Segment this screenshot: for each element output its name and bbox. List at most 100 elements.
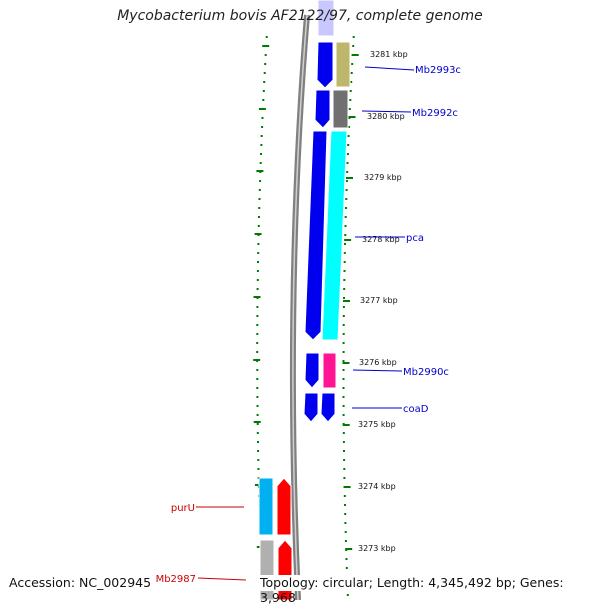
gene-label-mb2992c[interactable]: Mb2992c: [412, 108, 458, 119]
forward-cds-arrow[interactable]: [304, 352, 320, 389]
major-tick: [342, 362, 350, 364]
ring-dot: [342, 324, 345, 326]
forward-cds-arrow[interactable]: [314, 89, 331, 129]
forward-cds-arrow[interactable]: [320, 392, 336, 423]
ring-dot: [258, 189, 261, 191]
forward-cds-arrow[interactable]: [304, 130, 328, 341]
ring-dot: [342, 387, 345, 389]
ring-dot: [349, 99, 352, 101]
ring-dot: [259, 180, 262, 182]
ring-dash: [258, 108, 266, 110]
gene-leader-line: [364, 66, 415, 71]
ring-dot: [343, 288, 346, 290]
ring-dash: [254, 233, 262, 235]
ring-dot: [257, 261, 259, 263]
ring-dot: [256, 324, 259, 326]
tick-marks: [342, 54, 359, 550]
major-tick: [344, 239, 352, 241]
ring-dash: [253, 421, 261, 423]
ring-dot: [346, 171, 349, 173]
ring-dot: [350, 81, 353, 83]
ring-dot: [344, 504, 346, 506]
tick-label: 3279 kbp: [364, 173, 402, 182]
ring-dot: [342, 351, 345, 353]
ring-dot: [260, 135, 263, 137]
ring-dash: [254, 484, 262, 486]
gene-label-mb2993c[interactable]: Mb2993c: [415, 65, 461, 76]
ring-dot: [351, 63, 354, 65]
feature-track: [258, 0, 351, 600]
major-tick: [343, 486, 351, 488]
genome-backbone-highlight: [292, 14, 308, 600]
ring-dot: [347, 135, 350, 137]
map-title: Mycobacterium bovis AF2122/97, complete …: [117, 8, 483, 24]
ring-dot: [348, 108, 351, 110]
major-tick: [351, 54, 359, 56]
ring-dot: [343, 495, 346, 497]
gene-label-coad[interactable]: coaD: [403, 404, 429, 415]
major-tick: [348, 116, 356, 118]
ring-dot: [348, 126, 350, 128]
ring-dot: [258, 207, 261, 209]
gene-leader-line: [361, 110, 412, 113]
ring-dash: [262, 45, 270, 47]
ring-dot: [344, 522, 347, 524]
ring-dot: [256, 369, 259, 371]
ring-dot: [262, 90, 265, 92]
ring-dot: [349, 90, 352, 92]
ring-dot: [342, 414, 345, 416]
gene-label-mb2987[interactable]: Mb2987: [156, 574, 196, 585]
gene-label-pca[interactable]: pca: [406, 233, 424, 244]
ring-dot: [342, 315, 345, 317]
ring-dot: [345, 558, 348, 560]
ring-dot: [352, 36, 355, 38]
major-tick: [343, 300, 350, 302]
tick-label: 3274 kbp: [358, 482, 396, 491]
ring-dot: [346, 594, 349, 596]
ring-dot: [342, 432, 345, 434]
gene-label-mb2990c[interactable]: Mb2990c: [403, 367, 449, 378]
gene-label-puru[interactable]: purU: [171, 503, 195, 514]
tick-label: 3276 kbp: [359, 358, 397, 367]
ring-dot: [256, 270, 259, 272]
ring-dot: [343, 297, 345, 299]
ring-dot: [343, 477, 346, 479]
ring-dot: [345, 207, 347, 209]
ring-dot: [342, 306, 345, 308]
ring-dash: [253, 296, 261, 298]
ring-dot: [257, 225, 260, 227]
tick-label: 3278 kbp: [362, 235, 400, 244]
ring-dash: [253, 359, 261, 361]
ring-dot: [343, 270, 346, 272]
ring-dot: [342, 441, 345, 443]
ring-dot: [257, 450, 260, 452]
ring-dot: [343, 279, 346, 281]
ring-dot: [343, 252, 346, 254]
ring-dot: [265, 36, 268, 38]
ring-dot: [256, 279, 259, 281]
ring-dot: [256, 378, 259, 380]
ring-dot: [342, 378, 345, 380]
cog-color-block: [332, 89, 349, 129]
ring-dot: [257, 441, 259, 443]
ring-dot: [343, 261, 346, 263]
reverse-cds-arrow[interactable]: [276, 477, 292, 536]
ring-dot: [256, 288, 259, 290]
ring-dot: [344, 513, 347, 515]
ring-dot: [262, 99, 265, 101]
ring-dot: [257, 243, 260, 245]
tick-label: 3281 kbp: [370, 50, 408, 59]
forward-cds-arrow[interactable]: [316, 41, 334, 89]
ring-dot: [261, 126, 264, 128]
forward-cds-arrow[interactable]: [303, 392, 319, 423]
cog-color-block: [322, 352, 337, 389]
ring-dot: [343, 450, 345, 452]
ring-dot: [256, 414, 259, 416]
ring-dot: [344, 216, 347, 218]
ring-dot: [258, 198, 261, 200]
ring-dot: [350, 72, 353, 74]
ring-dot: [344, 531, 347, 533]
ring-dot: [257, 252, 260, 254]
